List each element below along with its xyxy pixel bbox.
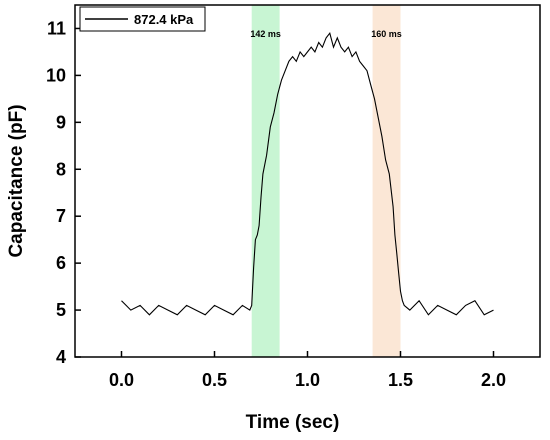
highlight-band-2	[372, 5, 401, 357]
x-axis: 0.0 0.5 1.0 1.5 2.0	[109, 351, 506, 390]
band-label-2: 160 ms	[371, 29, 402, 39]
y-tick-label: 10	[46, 65, 66, 85]
x-tick-label: 1.0	[295, 370, 320, 390]
y-tick-label: 5	[56, 300, 66, 320]
x-tick-label: 0.0	[109, 370, 134, 390]
y-tick-label: 6	[56, 253, 66, 273]
band-label-1: 142 ms	[250, 29, 281, 39]
y-tick-label: 8	[56, 159, 66, 179]
x-tick-label: 0.5	[202, 370, 227, 390]
plot-frame	[74, 4, 541, 358]
y-tick-label: 11	[47, 18, 66, 38]
y-tick-label: 4	[56, 347, 66, 367]
x-tick-label: 2.0	[481, 370, 506, 390]
x-axis-title: Time (sec)	[246, 412, 340, 433]
x-tick-label: 1.5	[388, 370, 413, 390]
highlight-bands: 142 ms 160 ms	[250, 5, 402, 357]
y-axis: 4 5 6 7 8 9 10 11	[46, 18, 81, 367]
legend-entry: 872.4 kPa	[134, 12, 194, 27]
legend: 872.4 kPa	[79, 6, 206, 32]
series-line	[121, 31, 494, 316]
y-tick-label: 7	[56, 206, 66, 226]
y-axis-title: Capacitance (pF)	[6, 104, 27, 257]
highlight-band-1	[251, 5, 280, 357]
y-tick-label: 9	[56, 112, 66, 132]
